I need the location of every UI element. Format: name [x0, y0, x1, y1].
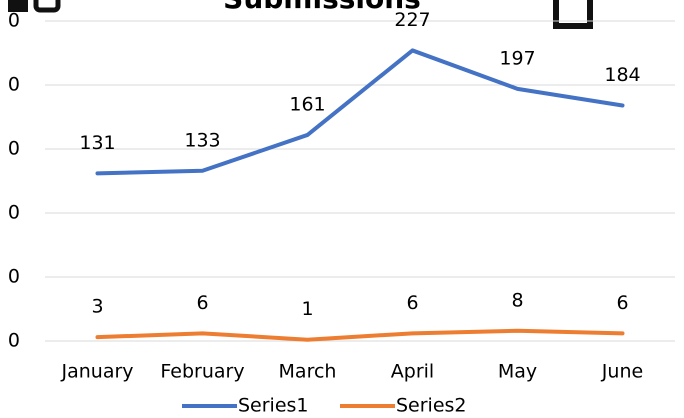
data-label: 161: [289, 93, 325, 115]
x-tick-label: April: [391, 361, 434, 383]
data-label: 3: [91, 296, 103, 318]
y-tick-label: 0: [8, 202, 20, 224]
data-label: 1: [301, 298, 313, 320]
line-series: [95, 328, 625, 342]
y-tick-label: 0: [8, 138, 20, 160]
data-label: 131: [79, 132, 115, 154]
y-tick-label: 0: [8, 10, 20, 32]
x-tick-label: March: [279, 361, 337, 383]
x-tick-label: June: [601, 361, 643, 383]
x-tick-label: February: [160, 361, 244, 383]
data-label: 6: [196, 292, 208, 314]
data-label: 133: [184, 129, 220, 151]
data-label: 6: [406, 292, 418, 314]
icon: [553, 0, 593, 29]
icon: [33, 0, 61, 13]
x-tick-label: January: [60, 361, 133, 383]
legend-label: Series2: [396, 395, 467, 417]
legend-label: Series1: [238, 395, 309, 417]
icon: [8, 0, 28, 12]
x-tick-label: May: [498, 361, 537, 383]
chart-title: Submissions: [223, 0, 421, 15]
data-label: 227: [394, 9, 430, 31]
y-tick-label: 0: [8, 330, 20, 352]
data-label: 184: [604, 64, 640, 86]
data-label: 197: [499, 47, 535, 69]
data-label: 8: [511, 289, 523, 311]
data-label: 6: [616, 292, 628, 314]
y-tick-label: 0: [8, 266, 20, 288]
y-tick-label: 0: [8, 74, 20, 96]
line-series: [95, 48, 625, 176]
